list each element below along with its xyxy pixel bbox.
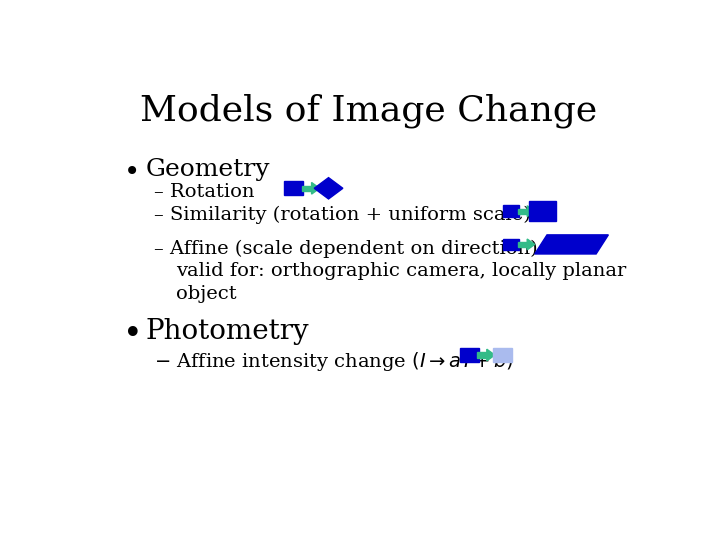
Polygon shape <box>312 183 320 194</box>
Text: Models of Image Change: Models of Image Change <box>140 94 598 129</box>
Polygon shape <box>535 235 608 254</box>
Polygon shape <box>284 181 303 195</box>
Text: – Similarity (rotation + uniform scale): – Similarity (rotation + uniform scale) <box>154 206 531 225</box>
Polygon shape <box>527 239 535 250</box>
Text: $-$ Affine intensity change $(I \rightarrow a\,I + b)$: $-$ Affine intensity change $(I \rightar… <box>154 349 514 373</box>
Text: •: • <box>124 158 140 186</box>
Bar <box>302 186 312 191</box>
Polygon shape <box>460 348 479 362</box>
Text: valid for: orthographic camera, locally planar: valid for: orthographic camera, locally … <box>176 262 626 280</box>
Polygon shape <box>493 348 512 362</box>
Polygon shape <box>487 349 495 361</box>
Polygon shape <box>527 206 535 217</box>
Text: – Rotation: – Rotation <box>154 183 255 201</box>
Bar <box>518 242 527 247</box>
Polygon shape <box>503 239 519 250</box>
Polygon shape <box>314 178 343 199</box>
Text: Geometry: Geometry <box>145 158 270 181</box>
Text: Photometry: Photometry <box>145 319 310 346</box>
Polygon shape <box>529 201 556 221</box>
Text: object: object <box>176 285 237 303</box>
Bar <box>477 353 487 357</box>
Bar <box>518 209 527 214</box>
Text: •: • <box>124 319 143 352</box>
Polygon shape <box>503 205 519 217</box>
Text: – Affine (scale dependent on direction): – Affine (scale dependent on direction) <box>154 239 538 258</box>
